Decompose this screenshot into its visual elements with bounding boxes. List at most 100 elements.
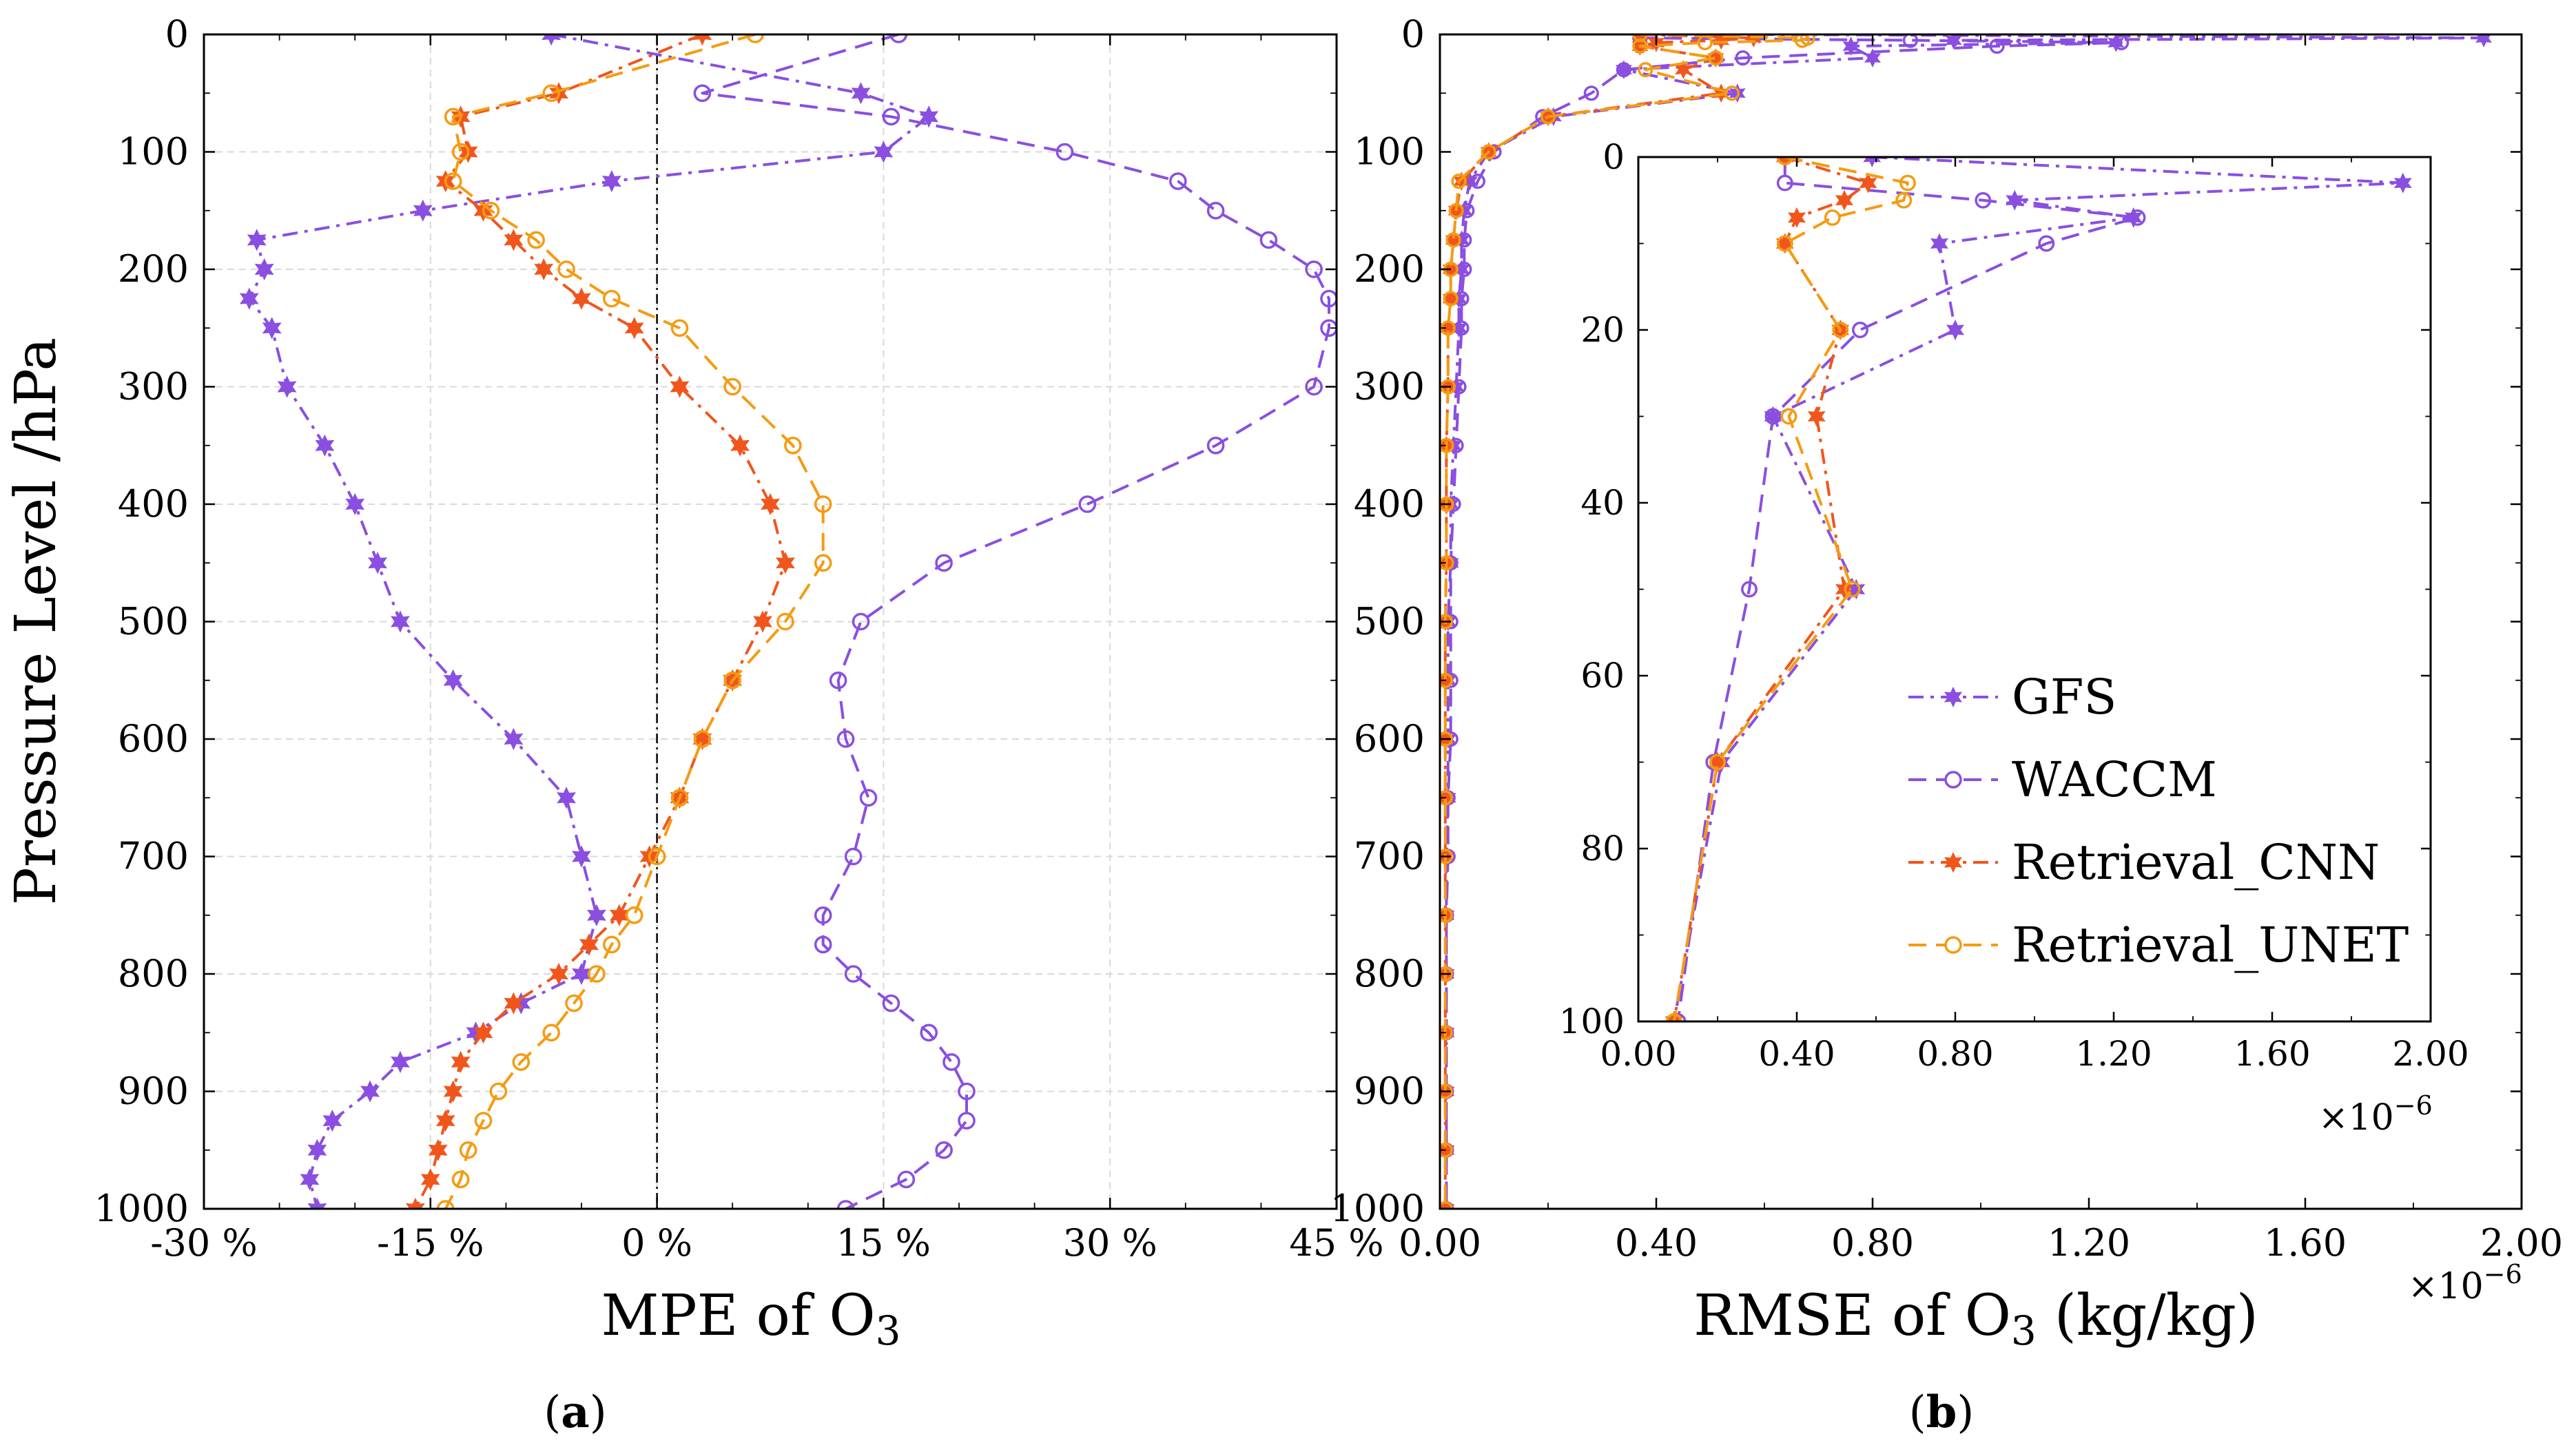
panel-a-series-retrieval-unet-point	[814, 495, 832, 513]
panel-a-series-waccm-point	[1169, 172, 1187, 190]
inset-series-gfs-point	[1946, 320, 1965, 340]
inset-series-gfs-line	[1672, 157, 2404, 1021]
inset-plot: 0.00 0.40 0.80 1.20 1.60 2.00 0 20 40 60 80 100 ×10…	[1559, 137, 2469, 1139]
inset-background	[1638, 157, 2431, 1021]
panel-b-series-gfs-point	[1864, 48, 1882, 67]
legend-item-gfs: GFS	[1908, 669, 2116, 725]
panel-b-series-retrieval-unet-point	[1724, 85, 1740, 101]
panel-b-series-retrieval-unet-point	[1697, 34, 1713, 51]
panel-a-series-retrieval-cnn-point	[420, 1168, 440, 1191]
inset-series-gfs-point	[2393, 172, 2412, 194]
panel-a-series-waccm-point	[942, 1053, 960, 1071]
panel-a-series-retrieval-unet-point	[459, 1141, 477, 1159]
inset-series-retrieval-unet-point	[1895, 191, 1913, 209]
panel-b-ytick-label: 400	[1354, 482, 1425, 526]
panel-a-ytick-label: 900	[118, 1070, 189, 1113]
panel-a-series-waccm-point	[844, 847, 863, 866]
panel-a-ytick-label: 700	[118, 835, 189, 878]
panel-a-series-gfs-point	[368, 552, 388, 574]
panel-a-series-retrieval-cnn-point	[670, 375, 690, 398]
inset-series-waccm-point	[1764, 408, 1782, 425]
inset-series-waccm-line	[1676, 157, 2139, 1021]
panel-a-series-waccm-point	[859, 789, 878, 807]
inset-series-retrieval-unet-point	[1780, 408, 1797, 425]
panel-a-series-waccm-point	[1305, 377, 1323, 396]
panel-a-series-gfs-point	[390, 1050, 410, 1073]
panel-a-series-waccm-point	[1206, 202, 1225, 220]
panel-b-series-retrieval-unet-point	[1440, 1201, 1453, 1209]
panel-a-series-retrieval-cnn-point	[473, 1021, 493, 1044]
panel-a-series-retrieval-unet-point	[723, 377, 741, 396]
panel-a-series-retrieval-unet-point	[489, 1082, 508, 1101]
panel-b-ytick-label: 700	[1354, 835, 1425, 878]
panel-a-ytick-label: 600	[118, 717, 189, 760]
panel-a-series-retrieval-unet-point	[444, 172, 462, 190]
panel-a-xtick-label: 0 %	[621, 1221, 692, 1265]
inset-series-retrieval-cnn-point	[1787, 207, 1806, 228]
inset-series-retrieval-unet-point	[1899, 174, 1916, 191]
panel-a-series-gfs-point	[851, 82, 871, 105]
panel-a-series-retrieval-unet-point	[784, 437, 802, 455]
panel-b-series-retrieval-unet-point	[1440, 907, 1453, 923]
panel-a-series-retrieval-unet-point	[670, 319, 689, 337]
panel-b-ytick-label: 300	[1354, 365, 1425, 408]
panel-a-series-gfs-point	[262, 317, 282, 340]
panel-a-series-retrieval-cnn-point	[443, 1080, 463, 1103]
inset-series-waccm-point	[2038, 235, 2055, 252]
inset-series-retrieval-cnn-point	[1859, 172, 1877, 194]
panel-a-series-waccm-point	[882, 994, 900, 1012]
panel-a-xtick-label: -15 %	[377, 1221, 484, 1265]
panel-b-series-retrieval-unet-point	[1440, 1083, 1453, 1099]
panel-a-series-retrieval-cnn-point	[692, 727, 712, 751]
panel-a-series-retrieval-unet-point	[814, 554, 832, 572]
panel-a-series-retrieval-unet-point	[527, 231, 546, 249]
panel-a-series-gfs-point	[360, 1080, 380, 1103]
panel-a-series-gfs-point	[322, 1110, 342, 1132]
inset-ytick-label: 60	[1580, 656, 1625, 696]
inset-series-retrieval-unet-point	[1832, 322, 1849, 338]
panel-a-ytick-label: 0	[165, 12, 189, 56]
panel-a-series-retrieval-unet-point	[588, 965, 606, 983]
panel-a-series-gfs-point	[390, 610, 410, 633]
panel-b-series-retrieval-unet-point	[1638, 62, 1653, 78]
panel-a-series-retrieval-cnn-point	[504, 992, 524, 1015]
inset-xtick-label: 2.00	[2392, 1034, 2469, 1074]
panel-a-series-retrieval-cnn-point	[435, 1110, 455, 1132]
panel-b-series-waccm-point	[1616, 62, 1631, 78]
panel-a-series-retrieval-unet-point	[444, 107, 462, 126]
panel-a-series-gfs-point	[443, 669, 463, 692]
inset-xtick-label: 0.00	[1600, 1034, 1676, 1074]
panel-a-series-retrieval-cnn-point	[572, 287, 591, 310]
panel-a-series-gfs-point	[572, 962, 591, 986]
legend-label: Retrieval_CNN	[2012, 834, 2380, 891]
panel-a-series-waccm-point	[1078, 495, 1097, 513]
panel-b-series-retrieval-unet-point	[1794, 34, 1810, 48]
legend-label: GFS	[2012, 669, 2116, 725]
inset-ytick-label: 0	[1603, 137, 1625, 177]
panel-b-ytick-label: 200	[1354, 247, 1425, 291]
panel-a: -30 % -15 % 0 % 15 % 30 % 45 % 0 100 200 300 400 50…	[3, 12, 1384, 1438]
panel-a-series-gfs-point	[919, 105, 939, 128]
inset-series-waccm-point	[1741, 581, 1758, 598]
panel-a-series-gfs-point	[307, 1139, 327, 1161]
panel-a-series-gfs-point	[239, 287, 259, 310]
panel-a-series-retrieval-unet-point	[474, 1112, 493, 1130]
panel-a-series-waccm-point	[814, 935, 832, 954]
panel-a-series-retrieval-unet-point	[542, 1024, 561, 1042]
inset-series-retrieval-unet-point	[1776, 235, 1793, 252]
panel-a-series-retrieval-cnn-point	[730, 434, 750, 457]
panel-b-series-retrieval-unet-point	[1440, 672, 1453, 688]
panel-b-series-waccm-point	[1989, 38, 2005, 54]
panel-a-series-waccm-point	[935, 554, 953, 572]
panel-a-series-gfs-line	[247, 34, 931, 1209]
panel-a-series-retrieval-cnn-point	[692, 34, 712, 46]
panel-b-series-waccm-point	[1735, 50, 1751, 66]
panel-a-series-gfs-point	[601, 170, 621, 193]
panel-a-grid	[203, 34, 1337, 1209]
panel-a-series-waccm-point	[958, 1112, 976, 1130]
panel-b-series-gfs-point	[1615, 60, 1632, 79]
panel-b-ytick-label: 1000	[1330, 1187, 1425, 1230]
legend-marker	[1944, 686, 1963, 708]
inset-xtick-label: 0.40	[1758, 1034, 1835, 1074]
inset-series-waccm-point	[1776, 174, 1793, 191]
